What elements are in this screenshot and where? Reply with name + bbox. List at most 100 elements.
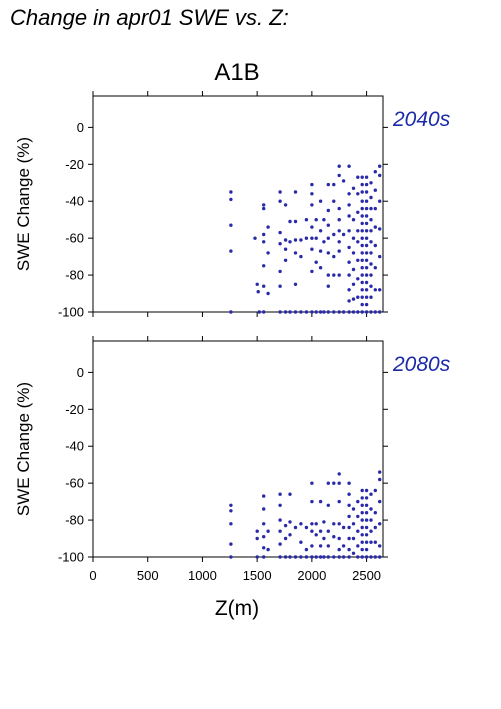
data-point: [369, 540, 373, 544]
y-axis-label: SWE Change (%): [14, 382, 33, 516]
data-point: [332, 254, 336, 259]
data-point: [326, 182, 330, 187]
data-point: [332, 535, 336, 539]
data-point: [322, 520, 326, 524]
data-point: [266, 251, 270, 255]
data-point: [293, 251, 298, 255]
data-point: [369, 251, 373, 255]
data-point: [373, 310, 377, 314]
data-point: [360, 182, 364, 187]
data-point: [326, 310, 330, 314]
data-point: [314, 533, 318, 537]
data-point: [262, 240, 266, 244]
data-point: [304, 547, 309, 552]
data-point: [332, 182, 336, 187]
data-point: [369, 206, 373, 211]
data-point: [373, 511, 377, 515]
data-point: [310, 310, 314, 314]
data-point: [262, 507, 266, 511]
data-point: [326, 529, 330, 533]
data-point: [356, 175, 360, 179]
data-point: [347, 299, 351, 303]
data-point: [337, 472, 341, 476]
data-point: [347, 214, 351, 218]
data-point: [326, 273, 330, 277]
data-point: [351, 522, 356, 526]
data-point: [229, 310, 233, 314]
data-point: [364, 258, 369, 262]
data-point: [364, 518, 369, 522]
plot-frame: [92, 340, 384, 558]
data-point: [341, 310, 346, 314]
data-point: [326, 503, 330, 507]
data-point: [364, 496, 369, 500]
x-tick-label: 500: [137, 568, 159, 583]
data-point: [378, 499, 382, 504]
data-point: [360, 175, 364, 179]
data-point: [278, 190, 282, 194]
data-point: [378, 254, 382, 259]
data-point: [356, 295, 360, 299]
data-point: [299, 540, 303, 544]
data-point: [360, 310, 364, 314]
data-point: [314, 555, 318, 559]
data-point: [304, 218, 309, 222]
data-point: [347, 492, 351, 496]
data-point: [262, 494, 266, 498]
data-point: [337, 240, 341, 244]
data-point: [262, 206, 266, 211]
data-point: [360, 288, 364, 292]
data-point: [326, 555, 330, 559]
data-point: [229, 249, 233, 253]
data-point: [369, 518, 373, 522]
data-point: [373, 225, 377, 229]
data-point: [278, 555, 282, 559]
data-point: [255, 282, 259, 286]
data-point: [318, 555, 323, 559]
data-point: [364, 525, 369, 530]
data-point: [318, 266, 323, 270]
data-point: [347, 260, 351, 264]
data-point: [288, 310, 292, 314]
data-point: [364, 503, 369, 507]
data-point: [288, 240, 292, 244]
data-point: [278, 529, 282, 533]
data-point: [304, 236, 309, 240]
data-point: [364, 310, 369, 314]
x-tick-label: 0: [89, 568, 96, 583]
data-point: [360, 503, 364, 507]
data-point: [278, 284, 282, 288]
data-point: [310, 555, 314, 559]
data-point: [369, 218, 373, 222]
data-point: [322, 536, 326, 541]
data-point: [257, 310, 261, 314]
data-point: [326, 481, 330, 485]
data-point: [229, 503, 233, 507]
data-point: [326, 251, 330, 255]
data-point: [364, 182, 369, 187]
data-point: [347, 229, 351, 233]
x-tick-label: 1500: [243, 568, 272, 583]
data-point: [293, 238, 298, 242]
data-point: [326, 284, 330, 288]
data-point: [310, 236, 314, 240]
x-axis-label: Z(m): [215, 597, 259, 620]
data-point: [337, 481, 341, 485]
data-point: [318, 499, 323, 504]
data-point: [364, 266, 369, 270]
data-point: [293, 525, 298, 530]
data-point: [318, 199, 323, 203]
data-point: [347, 481, 351, 485]
data-point: [229, 190, 233, 194]
data-point: [364, 533, 369, 537]
data-point: [337, 249, 341, 253]
data-point: [360, 533, 364, 537]
data-point: [347, 288, 351, 292]
data-point: [310, 182, 314, 187]
y-axis-label: SWE Change (%): [14, 137, 33, 271]
data-point: [347, 164, 351, 168]
x-tick-label: 1000: [188, 568, 217, 583]
data-point: [373, 525, 377, 530]
data-point: [378, 288, 382, 292]
data-point: [341, 555, 346, 559]
